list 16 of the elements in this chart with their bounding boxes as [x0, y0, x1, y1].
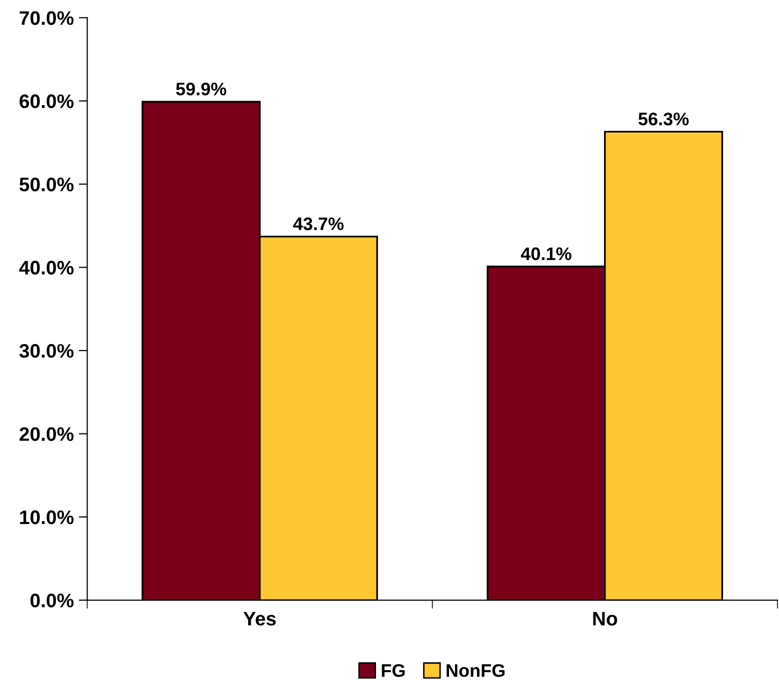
y-tick-label: 0.0% [30, 594, 74, 608]
data-label: 43.7% [293, 217, 344, 230]
y-tick-label: 20.0% [20, 427, 74, 441]
y-tick-label: 40.0% [19, 260, 74, 275]
x-tick-label: Yes [243, 612, 276, 626]
data-label: 56.3% [638, 112, 689, 126]
data-label: 59.9% [176, 82, 226, 96]
y-tick-label: 60.0% [20, 94, 74, 108]
y-tick-label: 70.0% [20, 11, 74, 25]
legend-label: FG [382, 664, 405, 677]
x-tick-label: No [593, 612, 618, 626]
y-tick-label: 50.0% [20, 178, 74, 192]
data-label: 40.1% [520, 247, 572, 260]
legend-label: NonFG [446, 664, 505, 677]
y-tick-label: 10.0% [20, 510, 74, 524]
y-tick-label: 30.0% [19, 344, 74, 358]
